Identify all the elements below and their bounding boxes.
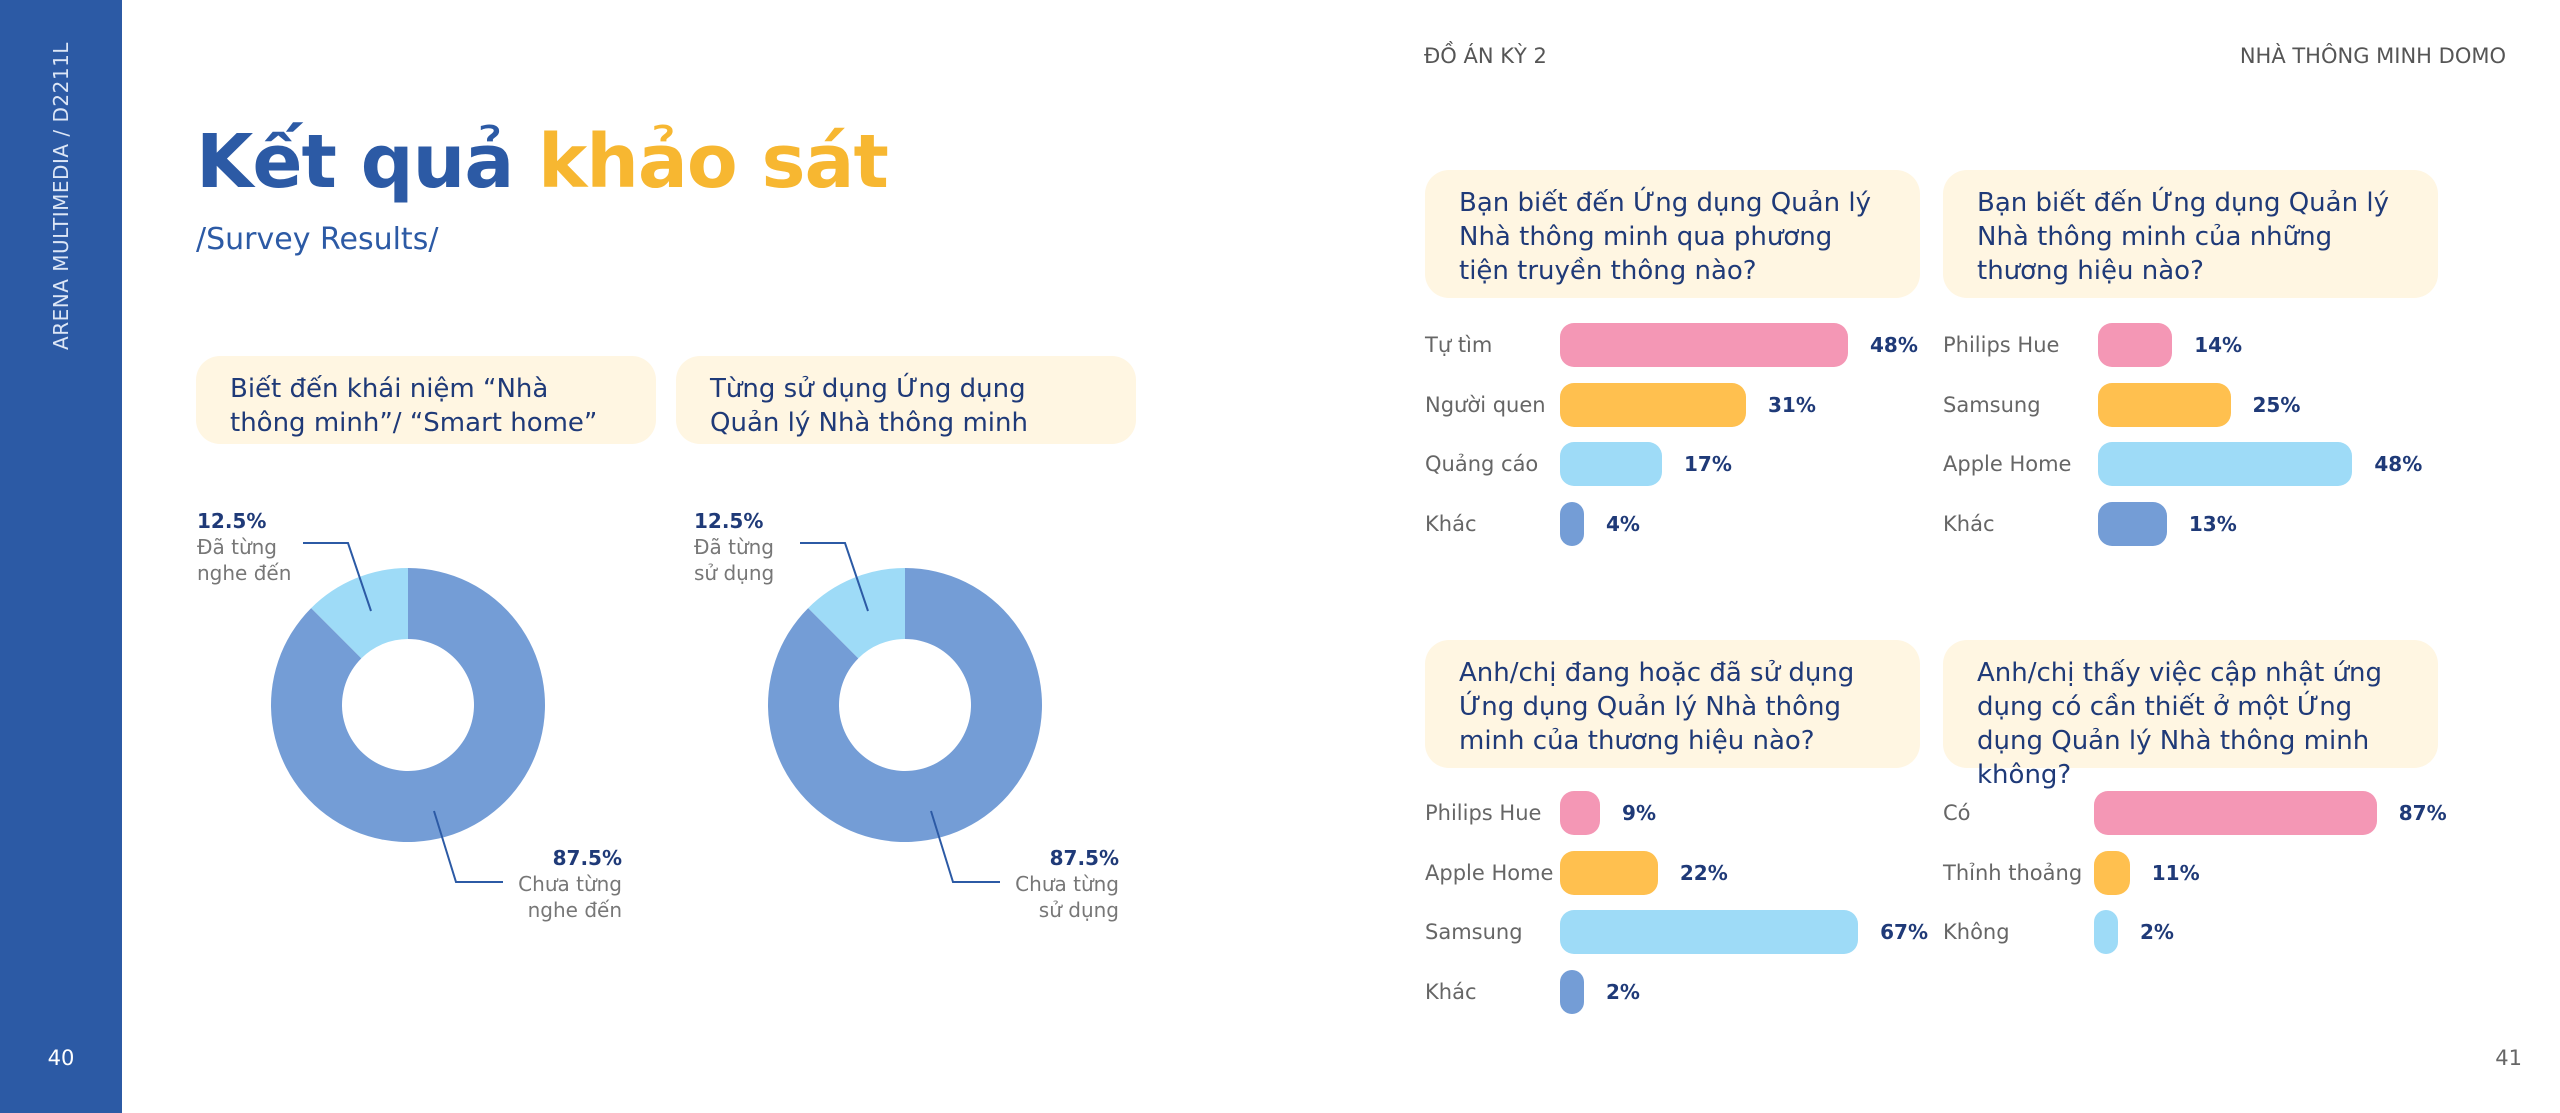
bar-chart-4-category-label: Không (1943, 920, 2010, 944)
page-number-left: 40 (47, 1046, 75, 1070)
page-title: Kết quả khảo sát (196, 119, 889, 205)
donut-2-large-line2: sử dụng (1038, 898, 1119, 922)
header-right: NHÀ THÔNG MINH DOMO (2239, 44, 2506, 68)
bar-chart-2-category-label: Apple Home (1943, 452, 2072, 476)
bar-chart-3-value-label: 22% (1679, 860, 1728, 885)
donut-1-large-line2: nghe đến (527, 898, 622, 922)
bar-chart-1-bar (1560, 501, 1584, 546)
donut-2-slice-1 (768, 568, 1042, 842)
donut-2-leader-small (800, 542, 869, 612)
bar-chart-3-bar (1560, 850, 1658, 895)
bar-4-title: Anh/chị thấy việc cập nhật ứng dụng có c… (1977, 658, 2382, 790)
donut-1-slice-1 (271, 568, 545, 842)
bar-chart-3-category-label: Apple Home (1425, 860, 1554, 885)
donut-2-title-box: Từng sử dụng Ứng dụng Quản lý Nhà thông … (676, 356, 1136, 444)
donut-2-label-small: 12.5% Đã từng sử dụng (694, 508, 774, 586)
donut-2-small-pct: 12.5% (694, 509, 764, 533)
bar-chart-2-category-label: Philips Hue (1943, 333, 2060, 357)
bar-chart-4-category-label: Có (1943, 801, 1971, 825)
page-subtitle: /Survey Results/ (196, 222, 439, 257)
donut-1-small-line1: Đã từng (197, 535, 277, 559)
donut-2-large-line1: Chưa từng (1015, 872, 1119, 896)
page-number-right: 41 (2495, 1046, 2522, 1070)
bar-chart-1-bar (1560, 442, 1662, 486)
bar-chart-3-category-label: Philips Hue (1425, 801, 1542, 825)
bar-2-title-box: Bạn biết đến Ứng dụng Quản lý Nhà thông … (1943, 170, 2438, 298)
donut-1-small-pct: 12.5% (197, 509, 267, 533)
donut-2-leader-large (930, 810, 1000, 883)
donut-2-large-pct: 87.5% (1049, 846, 1119, 870)
donut-1-large-pct: 87.5% (552, 846, 622, 870)
bar-chart-1-value-label: 48% (1870, 333, 1918, 357)
bar-chart-1-category-label: Tự tìm (1425, 333, 1493, 357)
bar-chart-1-value-label: 31% (1768, 392, 1816, 417)
bar-chart-2-value-label: 48% (2374, 452, 2423, 476)
sidebar-vertical-text: ARENA MULTIMEDIA / D2211L (49, 42, 73, 350)
bar-chart-2-bar (2098, 442, 2353, 486)
bar-chart-3-category-label: Samsung (1425, 920, 1523, 944)
bar-chart-2-value-label: 25% (2252, 392, 2301, 417)
bar-chart-4-value-label: 2% (2140, 920, 2174, 944)
donut-1-title-box: Biết đến khái niệm “Nhà thông minh”/ “Sm… (196, 356, 656, 444)
bar-3-title-box: Anh/chị đang hoặc đã sử dụng Ứng dụng Qu… (1425, 640, 1920, 768)
bar-chart-3-category-label: Khác (1425, 979, 1477, 1004)
header-left: ĐỒ ÁN KỲ 2 (1424, 44, 1547, 68)
donut-1-leader-small (303, 542, 372, 612)
bar-chart-1-category-label: Người quen (1425, 392, 1546, 417)
bar-chart-4-category-label: Thỉnh thoảng (1943, 860, 2083, 885)
bar-chart-1-bar (1560, 382, 1746, 427)
bar-chart-2-bar (2098, 382, 2231, 427)
bar-4-title-box: Anh/chị thấy việc cập nhật ứng dụng có c… (1943, 640, 2438, 790)
bar-chart-1-value-label: 4% (1606, 511, 1640, 536)
bar-chart-4-bar (2094, 910, 2118, 954)
bar-chart-3-bar (1560, 969, 1584, 1014)
bar-chart-2-bar (2098, 501, 2167, 546)
donut-chart-1 (271, 542, 545, 883)
donut-1-label-small: 12.5% Đã từng nghe đến (197, 508, 291, 586)
bar-chart-2-category-label: Khác (1943, 511, 1995, 536)
donut-1-small-line2: nghe đến (197, 561, 292, 585)
title-part-2: khảo sát (538, 119, 889, 205)
donut-1-title: Biết đến khái niệm “Nhà thông minh”/ “Sm… (230, 374, 598, 438)
bar-chart-4-bar (2094, 850, 2130, 895)
bar-chart-3-value-label: 2% (1606, 979, 1640, 1004)
bar-chart-3-bar (1560, 791, 1601, 835)
donut-2-label-large: 87.5% Chưa từng sử dụng (967, 845, 1119, 923)
donut-chart-2 (768, 542, 1042, 883)
bar-chart-3-bar (1560, 910, 1859, 954)
bar-chart-4-bar (2094, 791, 2377, 835)
bar-2-title: Bạn biết đến Ứng dụng Quản lý Nhà thông … (1977, 188, 2389, 286)
bar-chart-1-value-label: 17% (1684, 452, 1732, 476)
bar-chart-2-bar (2098, 323, 2173, 367)
donut-2-small-line1: Đã từng (694, 535, 774, 559)
bar-chart-1-bar (1560, 323, 1848, 367)
bar-chart-2-value-label: 13% (2188, 511, 2237, 536)
bar-chart-1-category-label: Khác (1425, 511, 1477, 536)
bar-chart-4-value-label: 87% (2398, 801, 2447, 825)
bar-1-title-box: Bạn biết đến Ứng dụng Quản lý Nhà thông … (1425, 170, 1920, 298)
bar-chart-4-value-label: 11% (2151, 860, 2200, 885)
donut-1-slice-0 (311, 568, 408, 659)
donut-1-large-line1: Chưa từng (518, 872, 622, 896)
bar-chart-2-category-label: Samsung (1943, 392, 2041, 417)
donut-2-small-line2: sử dụng (694, 561, 775, 585)
title-part-1: Kết quả (196, 119, 514, 205)
donut-1-label-large: 87.5% Chưa từng nghe đến (470, 845, 622, 923)
bar-chart-1-category-label: Quảng cáo (1425, 452, 1539, 476)
bar-3-title: Anh/chị đang hoặc đã sử dụng Ứng dụng Qu… (1459, 658, 1855, 756)
bar-chart-3-value-label: 9% (1622, 801, 1657, 825)
donut-2-slice-0 (808, 568, 905, 659)
bar-1-title: Bạn biết đến Ứng dụng Quản lý Nhà thông … (1459, 188, 1871, 286)
bar-chart-3-value-label: 67% (1880, 920, 1929, 944)
sidebar: ARENA MULTIMEDIA / D2211L 40 (0, 0, 122, 1113)
bar-chart-2-value-label: 14% (2194, 333, 2243, 357)
donut-1-leader-large (433, 810, 503, 883)
donut-2-title: Từng sử dụng Ứng dụng Quản lý Nhà thông … (710, 374, 1028, 438)
